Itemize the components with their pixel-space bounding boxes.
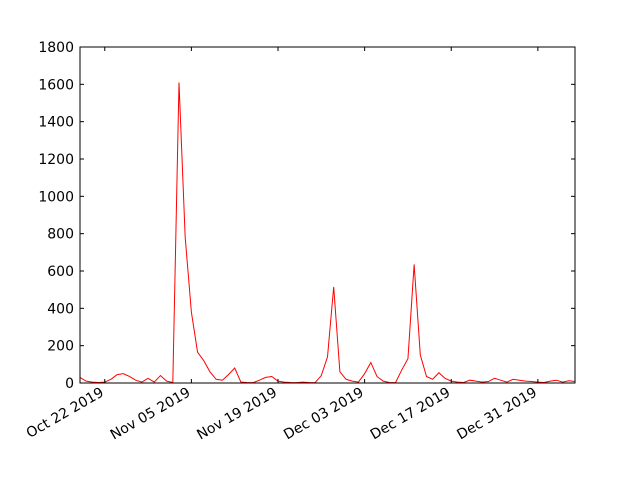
y-tick-label: 1600 xyxy=(38,77,74,93)
y-tick-label: 400 xyxy=(47,301,74,317)
series-layer xyxy=(79,82,576,384)
plot-frame xyxy=(79,46,576,384)
y-tick-label: 200 xyxy=(47,339,74,355)
y-tick-label: 1400 xyxy=(38,115,74,131)
y-tick-label: 800 xyxy=(47,227,74,243)
y-tick-label: 1000 xyxy=(38,189,74,205)
y-tick-label: 1200 xyxy=(38,152,74,168)
y-tick-label: 1800 xyxy=(38,40,74,56)
series-line-1 xyxy=(79,82,576,384)
y-tick-label: 0 xyxy=(65,376,74,392)
y-tick-label: 600 xyxy=(47,264,74,280)
